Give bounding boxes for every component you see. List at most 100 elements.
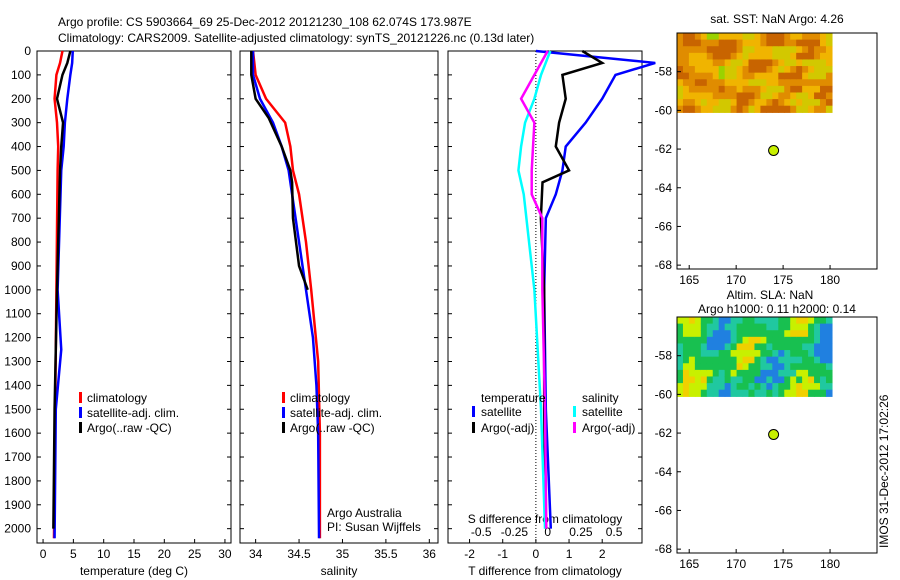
heatmap-cell (814, 46, 821, 54)
heatmap-cell (742, 33, 750, 41)
heatmap-cell (784, 350, 791, 358)
heatmap-cell (802, 343, 809, 351)
x-tick-label: 35 (336, 547, 350, 561)
heatmap-cell (700, 376, 708, 384)
heatmap-cell (742, 59, 750, 67)
heatmap-cell (688, 79, 696, 87)
heatmap-cell (784, 46, 791, 54)
y-tick-label: 1400 (4, 378, 31, 392)
heatmap-cell (730, 105, 738, 113)
heatmap-cell (808, 336, 815, 345)
heatmap-cell (802, 350, 809, 358)
heatmap-cell (694, 79, 702, 87)
x-tick-label: -2 (464, 547, 475, 561)
heatmap-cell (712, 356, 720, 364)
heatmap-cell (825, 46, 833, 54)
heatmap-cell (718, 376, 726, 384)
y-tick-label: 1300 (4, 354, 31, 368)
heatmap-cell (814, 66, 821, 74)
heatmap-cell (754, 39, 762, 47)
heatmap-cell (718, 369, 726, 378)
heatmap-cell (778, 383, 785, 391)
heatmap-cell (760, 336, 767, 345)
heatmap-cell (724, 59, 732, 67)
heatmap-cell (682, 85, 690, 94)
heatmap-cell (712, 66, 720, 74)
heatmap-cell (724, 389, 732, 397)
heatmap-cell (766, 92, 773, 100)
heatmap-cell (814, 33, 821, 41)
heatmap-cell (802, 39, 809, 47)
y-tick-label: 0 (24, 44, 31, 58)
heatmap-cell (677, 343, 684, 351)
heatmap-cell (706, 336, 714, 345)
heatmap-cell (700, 105, 708, 113)
heatmap-cell (820, 52, 827, 61)
y-tick-label: -66 (655, 503, 673, 517)
heatmap-cell (694, 39, 702, 47)
heatmap-cell (712, 317, 720, 325)
heatmap-cell (760, 33, 767, 41)
heatmap-cell (682, 350, 690, 358)
heatmap-cell (694, 350, 702, 358)
heatmap-cell (688, 363, 696, 371)
series-line-s-argo-adj- (519, 50, 549, 529)
heatmap-cell (694, 343, 702, 351)
heatmap-cell (700, 46, 708, 54)
heatmap-cell (677, 52, 684, 61)
y-tick-label: 900 (11, 259, 31, 273)
heatmap-cell (712, 59, 720, 67)
heatmap-cell (796, 369, 803, 378)
series-line-t-argo-adj- (539, 49, 606, 529)
heatmap-cell (754, 92, 762, 100)
heatmap-cell (766, 72, 773, 80)
heatmap-cell (796, 389, 803, 397)
y-tick-label: 1100 (5, 307, 31, 321)
heatmap-cell (754, 59, 762, 67)
heatmap-cell (677, 330, 684, 338)
heatmap-cell (778, 317, 785, 325)
heatmap-cell (802, 105, 809, 113)
heatmap-cell (825, 383, 833, 391)
legend-swatch (282, 422, 285, 433)
heatmap-cell (682, 52, 690, 61)
heatmap-cell (677, 79, 684, 87)
y-tick-label: 1000 (4, 283, 31, 297)
heatmap-cell (688, 383, 696, 391)
heatmap-cell (772, 350, 779, 358)
y-tick-label: -68 (655, 542, 673, 556)
heatmap-cell (736, 72, 744, 80)
heatmap-cell (784, 85, 791, 94)
heatmap-cell (784, 363, 791, 371)
heatmap-cell (706, 72, 714, 80)
heatmap-cell (700, 72, 708, 80)
heatmap-cell (706, 383, 714, 391)
heatmap-cell (742, 66, 750, 74)
heatmap-cell (796, 52, 803, 61)
heatmap-cell (820, 39, 827, 47)
heatmap-cell (694, 363, 702, 371)
heatmap-cell (766, 323, 773, 331)
heatmap-cell (784, 79, 791, 87)
heatmap-cell (790, 317, 797, 325)
heatmap-cell (790, 383, 797, 391)
y-tick-label: 1200 (4, 331, 31, 345)
heatmap-cell (700, 343, 708, 351)
heatmap-cell (754, 99, 762, 107)
y-tick-label: 200 (11, 92, 31, 106)
heatmap-cell (790, 105, 797, 113)
heatmap-cell (814, 363, 821, 371)
heatmap-cell (754, 383, 762, 391)
heatmap-cell (790, 79, 797, 87)
heatmap-cell (677, 363, 684, 371)
heatmap-cell (742, 105, 750, 113)
heatmap-cell (766, 343, 773, 351)
heatmap-cell (748, 39, 756, 47)
heatmap-cell (784, 389, 791, 397)
heatmap-cell (706, 350, 714, 358)
heatmap-cell (790, 66, 797, 74)
heatmap-cell (706, 85, 714, 94)
heatmap-cell (724, 85, 732, 94)
heatmap-cell (730, 72, 738, 80)
heatmap-cell (682, 317, 690, 325)
